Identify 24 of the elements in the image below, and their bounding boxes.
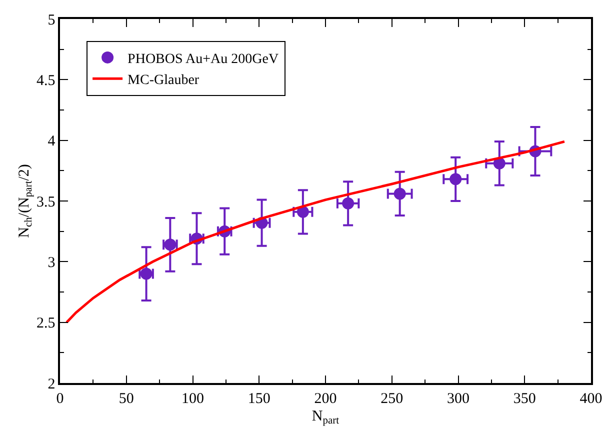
- x-tick-label: 400: [580, 390, 602, 407]
- point: [342, 197, 354, 210]
- y-tick-label: 5: [48, 12, 56, 28]
- legend-label: MC-Glauber: [128, 73, 200, 88]
- y-tick-label: 3.5: [36, 194, 56, 210]
- y-tick-label: 2: [48, 376, 56, 392]
- y-tick-label: 2.5: [36, 316, 56, 332]
- point: [450, 173, 462, 186]
- x-axis-title: N$_{part}$: [312, 408, 340, 426]
- x-tick-label: 350: [513, 390, 536, 407]
- x-tick-label: 250: [380, 390, 404, 407]
- x-tick-label: 100: [182, 390, 204, 407]
- y-tick-label: 3: [48, 254, 56, 271]
- x-tick-label: 50: [118, 390, 134, 407]
- point: [394, 188, 406, 200]
- line-series: [65, 140, 566, 324]
- x-tick-label: 0: [56, 390, 64, 407]
- x-tick-label: 150: [248, 390, 270, 407]
- y-tick-label: 4.5: [36, 72, 56, 89]
- y-tick-label: 4: [48, 134, 56, 150]
- legend-label: PHOBOS Au+Au 200GeV: [128, 52, 279, 67]
- x-tick-label: 200: [314, 390, 337, 407]
- point: [296, 206, 309, 218]
- x-tick-label: 300: [447, 390, 470, 407]
